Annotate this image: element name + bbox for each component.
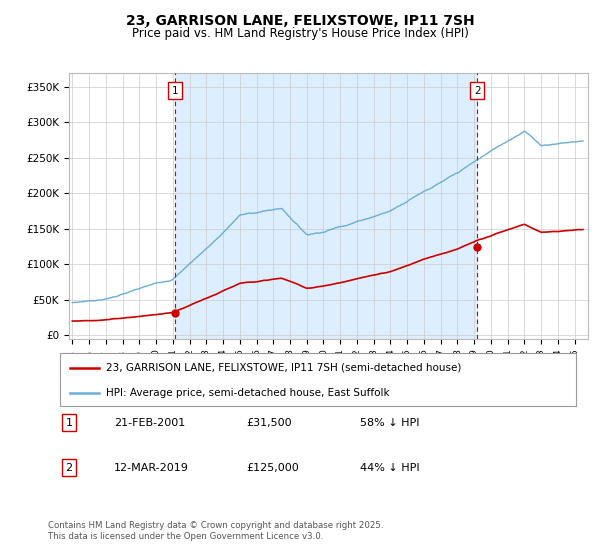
Text: 1: 1: [65, 418, 73, 428]
Text: 12-MAR-2019: 12-MAR-2019: [114, 463, 189, 473]
Bar: [175, 73, 478, 339]
Text: Price paid vs. HM Land Registry's House Price Index (HPI): Price paid vs. HM Land Registry's House …: [131, 27, 469, 40]
Text: 23, GARRISON LANE, FELIXSTOWE, IP11 7SH (semi-detached house): 23, GARRISON LANE, FELIXSTOWE, IP11 7SH …: [106, 363, 462, 373]
Text: 21-FEB-2001: 21-FEB-2001: [114, 418, 185, 428]
FancyBboxPatch shape: [60, 353, 576, 406]
Text: 2: 2: [65, 463, 73, 473]
Text: 1: 1: [172, 86, 178, 96]
Text: 58% ↓ HPI: 58% ↓ HPI: [360, 418, 419, 428]
Text: Contains HM Land Registry data © Crown copyright and database right 2025.
This d: Contains HM Land Registry data © Crown c…: [48, 521, 383, 540]
Text: 23, GARRISON LANE, FELIXSTOWE, IP11 7SH: 23, GARRISON LANE, FELIXSTOWE, IP11 7SH: [125, 14, 475, 28]
Text: 44% ↓ HPI: 44% ↓ HPI: [360, 463, 419, 473]
Text: £125,000: £125,000: [246, 463, 299, 473]
Text: £31,500: £31,500: [246, 418, 292, 428]
Text: HPI: Average price, semi-detached house, East Suffolk: HPI: Average price, semi-detached house,…: [106, 388, 390, 398]
Text: 2: 2: [474, 86, 481, 96]
